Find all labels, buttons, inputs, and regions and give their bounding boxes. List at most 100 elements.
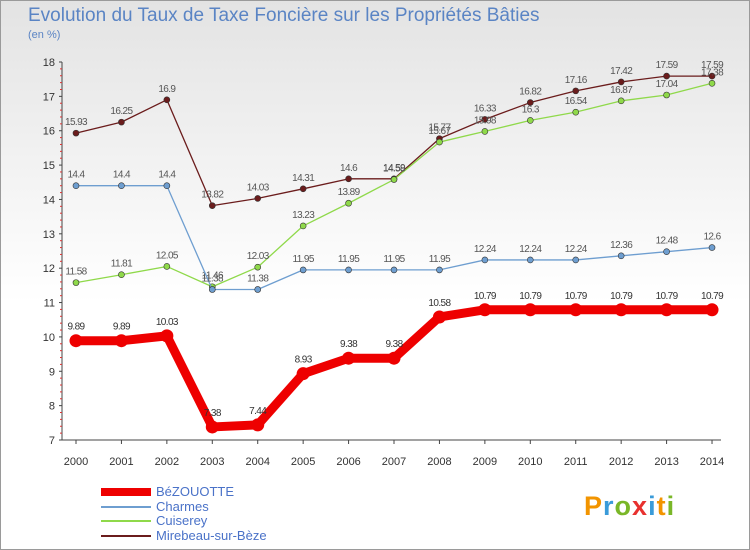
x-tick-label: 2009 (473, 456, 497, 468)
data-point (118, 182, 125, 190)
x-tick-label: 2011 (564, 456, 588, 468)
data-point (481, 256, 489, 264)
data-label: 14.58 (383, 164, 406, 175)
data-point (296, 367, 310, 381)
y-tick-label: 18 (43, 57, 55, 69)
data-point (208, 202, 216, 209)
legend-swatch (101, 534, 151, 537)
data-point (436, 266, 443, 274)
data-label: 12.36 (610, 240, 633, 251)
x-tick-label: 2003 (200, 456, 224, 468)
x-tick-label: 2005 (291, 456, 315, 468)
data-point (572, 256, 580, 264)
data-point (114, 334, 128, 348)
data-point (390, 176, 398, 183)
data-point (526, 117, 534, 124)
data-point (345, 175, 352, 183)
data-point (72, 129, 80, 137)
data-label: 11.38 (202, 273, 224, 284)
data-point (163, 96, 171, 104)
data-label: 13.82 (201, 190, 224, 201)
data-point (163, 182, 171, 190)
data-label: 9.89 (113, 322, 131, 333)
y-tick-label: 14 (43, 194, 55, 206)
y-tick-label: 15 (43, 160, 55, 172)
data-label: 10.79 (610, 291, 633, 302)
data-label: 12.6 (703, 232, 721, 243)
y-tick-label: 9 (49, 366, 55, 378)
data-point (617, 78, 625, 86)
data-point (118, 118, 125, 126)
data-point (299, 266, 307, 274)
data-point (342, 351, 356, 365)
data-label: 8.93 (295, 355, 313, 366)
data-point (254, 286, 262, 293)
proxiti-logo: Proxiti (584, 491, 675, 522)
x-tick-label: 2006 (336, 456, 360, 468)
chart-title: Evolution du Taux de Taxe Foncière sur l… (28, 5, 540, 26)
y-tick-label: 7 (49, 435, 55, 447)
data-label: 7.44 (249, 406, 267, 417)
data-label: 17.38 (701, 67, 724, 78)
data-label: 14.4 (67, 170, 85, 181)
data-point (208, 286, 216, 293)
logo-letter: x (632, 491, 649, 521)
data-label: 11.95 (383, 254, 405, 265)
y-tick-label: 11 (44, 298, 55, 310)
data-point (572, 108, 580, 116)
data-point (663, 72, 670, 80)
data-label: 16.9 (158, 84, 176, 95)
x-tick-label: 2007 (382, 456, 406, 468)
data-label: 17.59 (701, 60, 724, 71)
data-label: 17.59 (656, 60, 679, 71)
data-point (705, 303, 719, 317)
y-tick-label: 10 (43, 332, 55, 344)
legend-label: BéZOUOTTE (156, 484, 235, 499)
x-tick-label: 2010 (518, 456, 542, 468)
data-label: 12.24 (565, 244, 588, 255)
data-label: 11.95 (293, 254, 315, 265)
data-label: 12.24 (474, 244, 497, 255)
data-point (481, 128, 489, 135)
data-point (617, 97, 625, 105)
series-line (75, 185, 713, 291)
data-point (614, 303, 628, 317)
data-label: 11.58 (65, 267, 87, 278)
data-point (663, 248, 670, 255)
data-label: 10.03 (156, 317, 179, 328)
data-point (526, 99, 534, 106)
data-point (72, 279, 80, 286)
data-label: 10.79 (519, 291, 542, 302)
data-label: 10.58 (428, 298, 451, 309)
data-point (708, 72, 716, 80)
x-tick-label: 2012 (609, 456, 633, 468)
data-point (387, 351, 401, 365)
data-point (526, 256, 534, 264)
data-label: 17.16 (565, 75, 588, 86)
data-point (118, 271, 125, 279)
logo-letter: o (614, 491, 633, 521)
x-tick-label: 2000 (64, 456, 88, 468)
data-label: 15.93 (65, 117, 88, 128)
data-label: 16.33 (474, 103, 497, 114)
legend-label: Mirebeau-sur-Bèze (156, 527, 267, 543)
data-label: 13.23 (292, 210, 315, 221)
data-label: 10.79 (656, 291, 679, 302)
data-point (436, 138, 443, 146)
data-label: 15.98 (474, 115, 497, 126)
data-label: 12.03 (247, 251, 270, 262)
legend-swatch (101, 520, 151, 522)
data-point (72, 182, 80, 190)
data-label: 11.38 (247, 273, 269, 284)
legend-swatch (101, 505, 151, 508)
x-tick-label: 2002 (155, 456, 179, 468)
data-point (390, 266, 398, 274)
logo-letter: i (666, 491, 676, 521)
data-label: 11.95 (338, 254, 360, 265)
data-label: 15.67 (428, 126, 451, 137)
x-tick-label: 2001 (109, 456, 133, 468)
data-point (478, 303, 492, 317)
data-label: 16.54 (565, 96, 588, 107)
data-label: 17.04 (656, 79, 679, 90)
y-tick-label: 17 (43, 91, 55, 103)
